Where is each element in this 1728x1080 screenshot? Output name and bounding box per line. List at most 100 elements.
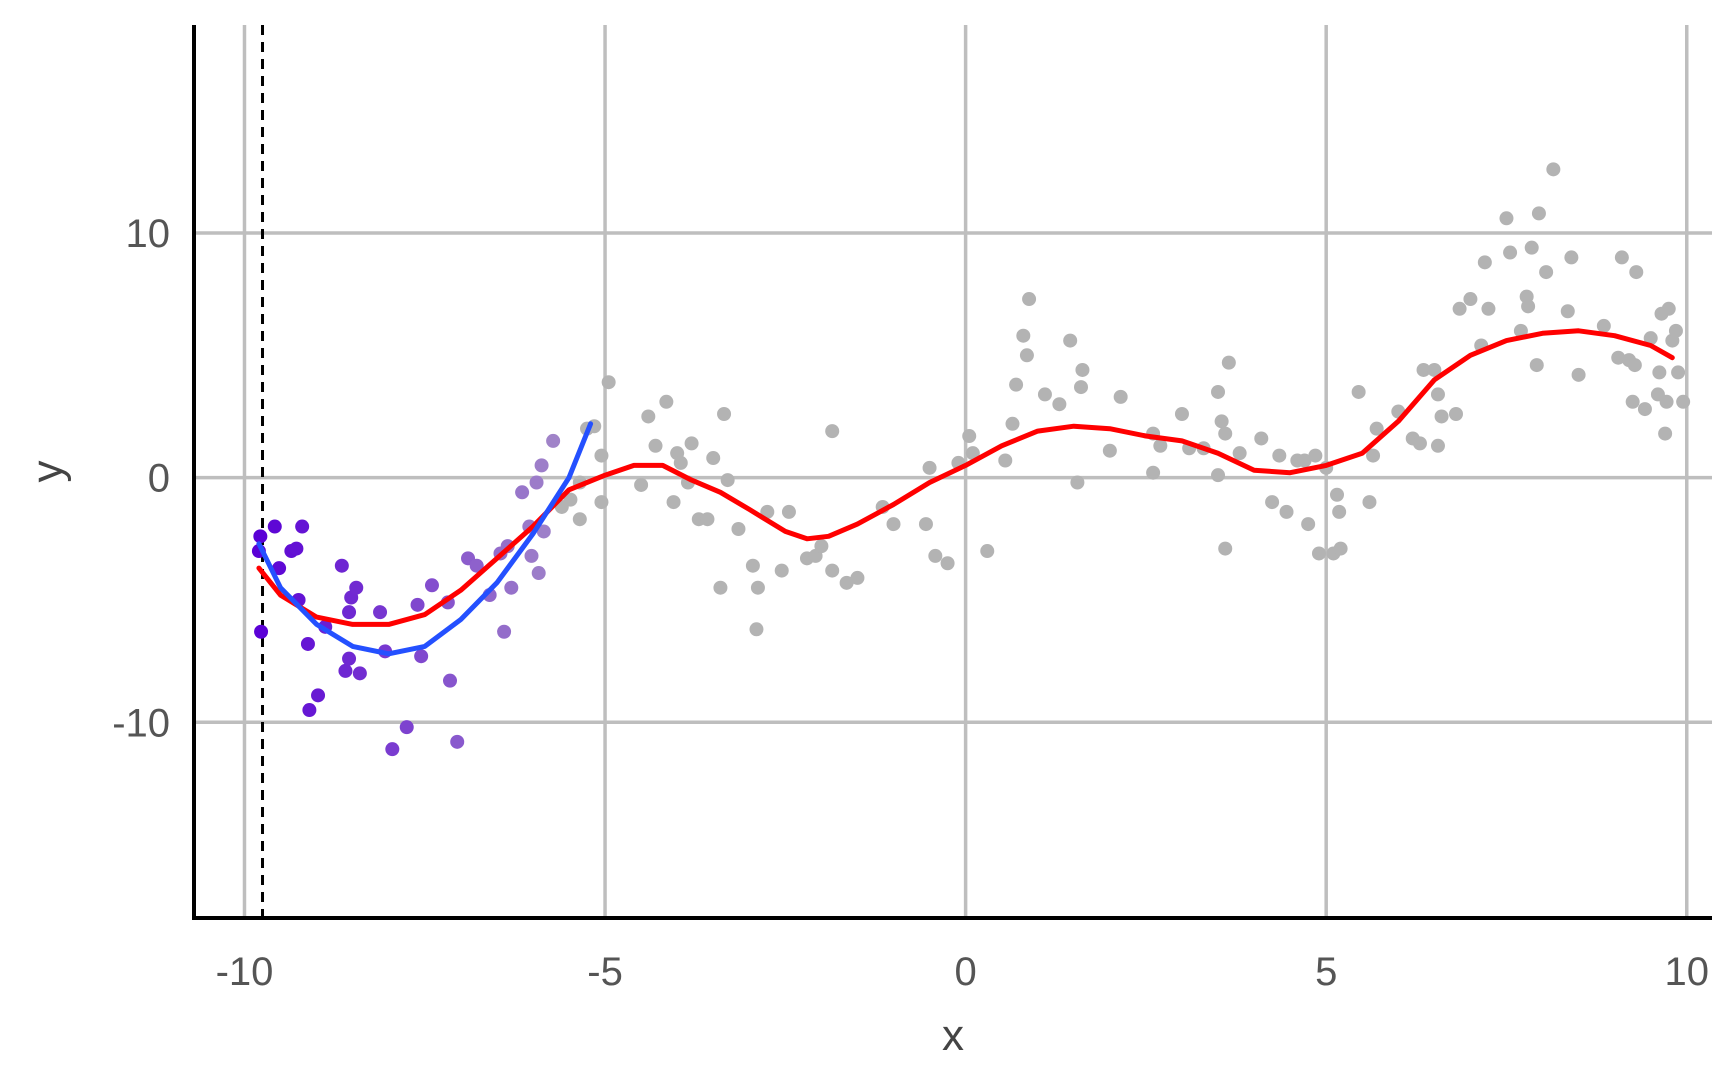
highlighted-point [373, 605, 388, 620]
data-point [1627, 358, 1642, 373]
highlighted-point [289, 541, 304, 556]
highlighted-point [524, 548, 539, 563]
data-point [1659, 394, 1674, 409]
data-point [1513, 323, 1528, 338]
data-point [1546, 162, 1561, 177]
highlighted-point [385, 742, 400, 757]
data-point [1009, 377, 1024, 392]
y-axis-title: y [23, 461, 72, 483]
data-point [1052, 397, 1067, 412]
data-point [1629, 265, 1644, 280]
data-point [1637, 402, 1652, 417]
data-point [814, 539, 829, 554]
data-point [1524, 240, 1539, 255]
data-point [634, 477, 649, 492]
highlighted-point [253, 529, 268, 544]
data-point [1351, 384, 1366, 399]
data-point [1614, 250, 1629, 265]
data-point [928, 548, 943, 563]
data-point [1452, 301, 1467, 316]
data-point [1477, 255, 1492, 270]
data-point [706, 451, 721, 466]
data-point [1571, 367, 1586, 382]
highlighted-point [300, 636, 315, 651]
data-point [749, 622, 764, 637]
data-point [825, 424, 840, 439]
x-tick-label: 0 [954, 950, 976, 994]
x-axis-title: x [942, 1011, 964, 1060]
data-point [1625, 394, 1640, 409]
highlighted-point [349, 580, 364, 595]
tick-labels: -10 -5 0 5 10 -10 0 10 [112, 212, 1709, 994]
x-tick-label: 10 [1665, 950, 1710, 994]
y-tick-label: 0 [148, 457, 170, 501]
data-point [673, 455, 688, 470]
data-point [717, 407, 732, 422]
data-point [1529, 358, 1544, 373]
highlighted-point [469, 558, 484, 573]
data-point [922, 460, 937, 475]
highlighted-point [272, 561, 287, 576]
data-point [1596, 318, 1611, 333]
data-point [965, 446, 980, 461]
data-point [1362, 495, 1377, 510]
data-point [1063, 333, 1078, 348]
data-point [1652, 365, 1667, 380]
data-point [572, 512, 587, 527]
data-point [998, 453, 1013, 468]
highlighted-point [254, 624, 269, 639]
highlighted-point [515, 485, 530, 500]
data-point [1330, 487, 1345, 502]
data-point [1366, 448, 1381, 463]
highlighted-point [410, 597, 425, 612]
data-point [886, 517, 901, 532]
data-point [1146, 465, 1161, 480]
data-point [594, 495, 609, 510]
highlighted-point [302, 703, 317, 718]
data-point [1611, 350, 1626, 365]
data-point [1005, 416, 1020, 431]
fit-lines [256, 328, 1675, 657]
data-point [1265, 495, 1280, 510]
data-point [700, 512, 715, 527]
data-point [1668, 323, 1683, 338]
highlighted-point [531, 566, 546, 581]
x-tick-label: -5 [587, 950, 623, 994]
data-point [1416, 362, 1431, 377]
data-point [1279, 504, 1294, 519]
data-point [1412, 436, 1427, 451]
data-point [1564, 250, 1579, 265]
data-point [1232, 446, 1247, 461]
x-tick-label: -10 [216, 950, 274, 994]
data-point [1174, 407, 1189, 422]
data-point [940, 556, 955, 571]
data-point [1560, 304, 1575, 319]
highlighted-point [311, 688, 326, 703]
data-point [601, 375, 616, 390]
data-point [1016, 328, 1031, 343]
axes [192, 25, 1712, 920]
highlighted-point [399, 720, 414, 735]
highlighted-point [450, 734, 465, 749]
highlighted-point [352, 666, 367, 681]
data-point [962, 429, 977, 444]
data-point [659, 394, 674, 409]
data-point [1430, 387, 1445, 402]
data-point [1218, 426, 1233, 441]
data-point [980, 544, 995, 559]
data-point [594, 448, 609, 463]
data-point [1211, 468, 1226, 483]
data-point [1427, 362, 1442, 377]
data-point [1503, 245, 1518, 260]
data-point [1661, 301, 1676, 316]
highlighted-points [251, 433, 561, 757]
data-point [918, 517, 933, 532]
data-point [1308, 448, 1323, 463]
data-point [1211, 384, 1226, 399]
data-point [641, 409, 656, 424]
highlighted-point [497, 624, 512, 639]
data-point [1022, 292, 1037, 307]
highlighted-point [546, 433, 561, 448]
